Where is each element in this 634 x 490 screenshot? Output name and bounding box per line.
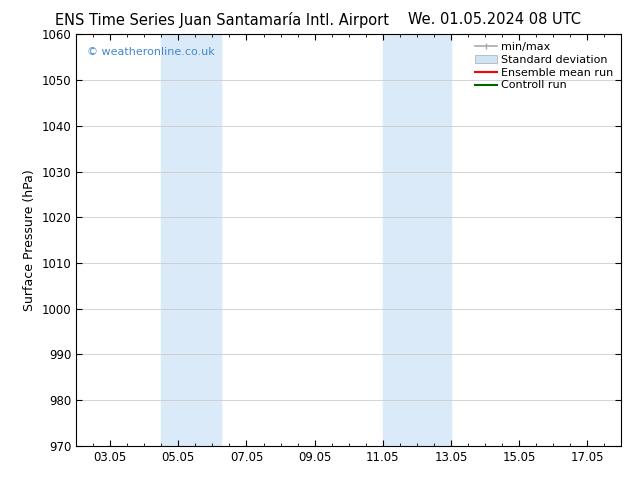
Bar [417, 34, 451, 446]
Text: © weatheronline.co.uk: © weatheronline.co.uk [87, 47, 215, 57]
Y-axis label: Surface Pressure (hPa): Surface Pressure (hPa) [23, 169, 36, 311]
Text: ENS Time Series Juan Santamaría Intl. Airport: ENS Time Series Juan Santamaría Intl. Ai… [55, 12, 389, 28]
Legend: min/max, Standard deviation, Ensemble mean run, Controll run: min/max, Standard deviation, Ensemble me… [472, 40, 616, 93]
Text: We. 01.05.2024 08 UTC: We. 01.05.2024 08 UTC [408, 12, 581, 27]
Bar [161, 34, 195, 446]
Bar [195, 34, 221, 446]
Bar [383, 34, 417, 446]
